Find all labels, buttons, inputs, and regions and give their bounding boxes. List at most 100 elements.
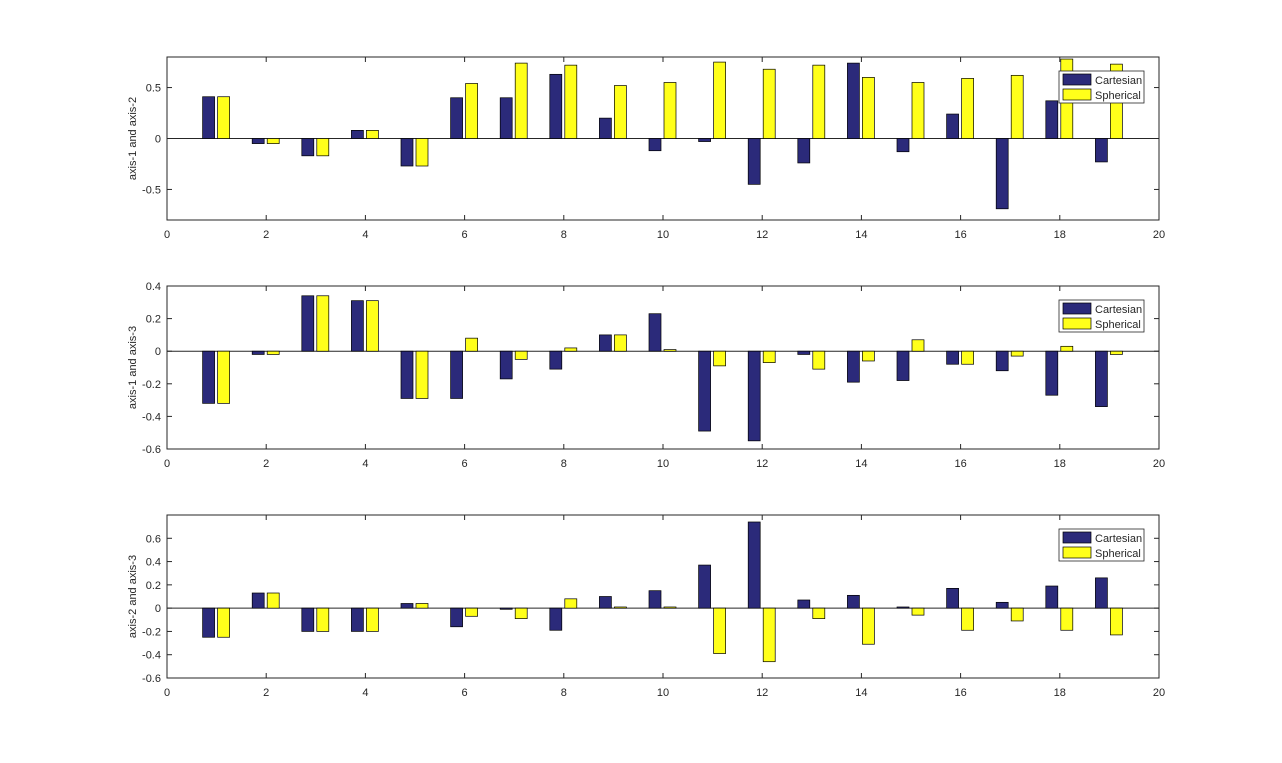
bar-spherical-5 bbox=[415, 138, 429, 167]
x-tick-label: 4 bbox=[362, 458, 368, 470]
bar-cartesian-19 bbox=[1095, 138, 1108, 163]
bar-cartesian-14 bbox=[847, 594, 860, 609]
subplot-3: 0 2 4 6 8 10 12 14 16 18 20 -0.6 -0.4 -0.2 0 0.2 0.4 0.6 a… bbox=[127, 514, 1165, 699]
x-tick-label: 16 bbox=[954, 229, 966, 241]
y-tick-label: 0.4 bbox=[146, 557, 161, 569]
x-tick-label: 4 bbox=[362, 229, 368, 241]
bar-spherical-16 bbox=[961, 78, 974, 139]
bar-spherical-4 bbox=[366, 130, 379, 139]
legend-swatch-spherical bbox=[1062, 88, 1092, 101]
bar-spherical-9 bbox=[614, 85, 627, 139]
y-tick-label: -0.5 bbox=[142, 184, 161, 196]
bar-cartesian-3 bbox=[301, 295, 315, 352]
bar-spherical-10 bbox=[663, 606, 677, 609]
bar-cartesian-14 bbox=[847, 62, 860, 139]
bar-cartesian-2 bbox=[251, 592, 265, 609]
bar-spherical-17 bbox=[1010, 607, 1024, 622]
bar-spherical-14 bbox=[862, 350, 875, 362]
bar-spherical-15 bbox=[911, 339, 925, 352]
bar-cartesian-2 bbox=[251, 138, 265, 144]
bar-spherical-9 bbox=[614, 606, 627, 609]
bar-spherical-6 bbox=[465, 83, 478, 139]
x-tick-label: 18 bbox=[1054, 229, 1066, 241]
bar-spherical-13 bbox=[812, 350, 826, 370]
bar-spherical-11 bbox=[713, 350, 726, 367]
bar-cartesian-9 bbox=[599, 334, 612, 352]
y-tick-label: 0.4 bbox=[146, 281, 161, 293]
x-tick-label: 12 bbox=[756, 229, 768, 241]
bar-cartesian-1 bbox=[202, 96, 215, 139]
x-tick-label: 14 bbox=[855, 687, 867, 699]
bar-cartesian-18 bbox=[1045, 100, 1059, 139]
x-tick-label: 10 bbox=[657, 229, 669, 241]
bar-spherical-10 bbox=[663, 349, 677, 352]
bar-spherical-8 bbox=[564, 347, 578, 352]
legend: Cartesian Spherical bbox=[1058, 299, 1145, 333]
x-tick-label: 14 bbox=[855, 229, 867, 241]
bar-cartesian-9 bbox=[599, 596, 612, 609]
legend-swatch-spherical bbox=[1062, 546, 1092, 559]
legend-label-spherical: Spherical bbox=[1095, 90, 1141, 102]
bar-cartesian-11 bbox=[698, 564, 711, 609]
bar-spherical-14 bbox=[862, 77, 875, 139]
bar-spherical-12 bbox=[762, 350, 776, 363]
legend-label-spherical: Spherical bbox=[1095, 548, 1141, 560]
subplot-2: 0 2 4 6 8 10 12 14 16 18 20 -0.6 -0.4 -0.2 0 0.2 0.4 axis… bbox=[127, 281, 1165, 470]
bar-cartesian-12 bbox=[747, 521, 761, 609]
bar-spherical-14 bbox=[862, 607, 875, 645]
y-tick-label: -0.6 bbox=[142, 444, 161, 456]
bar-cartesian-7 bbox=[499, 607, 513, 610]
bar-cartesian-13 bbox=[797, 138, 811, 164]
bar-spherical-3 bbox=[316, 607, 330, 632]
legend-label-cartesian: Cartesian bbox=[1095, 75, 1142, 87]
bar-spherical-10 bbox=[663, 82, 677, 139]
x-tick-label: 0 bbox=[164, 458, 170, 470]
y-tick-label: -0.4 bbox=[142, 411, 161, 423]
x-tick-label: 20 bbox=[1153, 229, 1165, 241]
y-tick-label: 0.2 bbox=[146, 314, 161, 326]
x-tick-label: 2 bbox=[263, 229, 269, 241]
y-tick-label: 0.2 bbox=[146, 580, 161, 592]
bar-cartesian-11 bbox=[698, 138, 711, 142]
bar-spherical-4 bbox=[366, 300, 379, 352]
plot-area bbox=[167, 515, 1159, 678]
x-tick-label: 0 bbox=[164, 687, 170, 699]
bar-cartesian-15 bbox=[896, 350, 910, 381]
bar-spherical-8 bbox=[564, 64, 578, 139]
bar-cartesian-6 bbox=[450, 350, 463, 399]
bar-cartesian-5 bbox=[400, 350, 414, 399]
bar-spherical-17 bbox=[1010, 350, 1024, 357]
y-tick-label: 0 bbox=[155, 134, 161, 146]
bar-spherical-18 bbox=[1060, 345, 1074, 352]
y-tick-label: 0 bbox=[155, 603, 161, 615]
bar-cartesian-11 bbox=[698, 350, 711, 432]
y-tick-label: 0.6 bbox=[146, 533, 161, 545]
bar-cartesian-1 bbox=[202, 607, 215, 638]
legend-label-cartesian: Cartesian bbox=[1095, 304, 1142, 316]
x-tick-label: 6 bbox=[462, 687, 468, 699]
x-tick-label: 16 bbox=[954, 458, 966, 470]
bar-spherical-3 bbox=[316, 295, 330, 352]
x-tick-label: 8 bbox=[561, 687, 567, 699]
x-tick-label: 8 bbox=[561, 458, 567, 470]
bar-cartesian-18 bbox=[1045, 585, 1059, 609]
bar-spherical-1 bbox=[217, 607, 230, 638]
y-tick-label: 0 bbox=[155, 346, 161, 358]
bar-cartesian-6 bbox=[450, 97, 463, 139]
bar-spherical-11 bbox=[713, 607, 726, 654]
bar-spherical-16 bbox=[961, 607, 974, 631]
bar-spherical-17 bbox=[1010, 74, 1024, 139]
bar-cartesian-17 bbox=[995, 350, 1009, 372]
x-tick-label: 18 bbox=[1054, 687, 1066, 699]
bar-spherical-4 bbox=[366, 607, 379, 632]
bar-cartesian-3 bbox=[301, 138, 315, 157]
bar-spherical-2 bbox=[266, 138, 280, 144]
x-tick-label: 16 bbox=[954, 687, 966, 699]
bar-spherical-6 bbox=[465, 607, 478, 617]
x-tick-label: 20 bbox=[1153, 458, 1165, 470]
bar-cartesian-10 bbox=[648, 313, 662, 352]
bar-cartesian-9 bbox=[599, 117, 612, 139]
bar-cartesian-8 bbox=[549, 350, 563, 370]
bar-cartesian-4 bbox=[351, 300, 364, 352]
